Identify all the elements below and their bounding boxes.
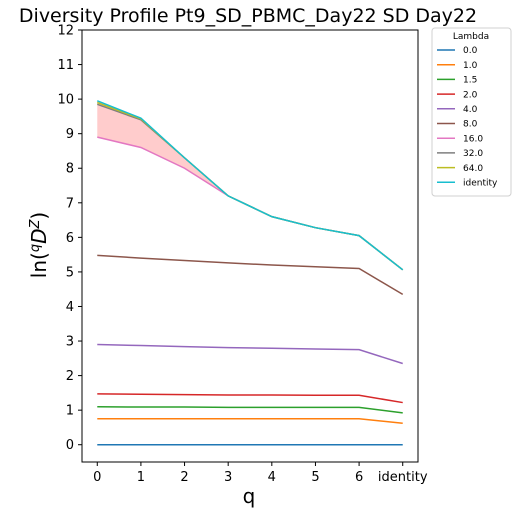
y-tick-label: 5 (66, 265, 74, 280)
y-tick-label: 6 (66, 231, 74, 246)
y-tick-label: 3 (66, 335, 74, 350)
y-tick-label: 7 (66, 196, 74, 211)
series-lines (96, 100, 404, 446)
y-tick-label: 10 (57, 93, 74, 108)
y-tick-label: 0 (66, 438, 74, 453)
x-tick-label: 0 (93, 470, 101, 485)
series-line-4 (97, 343, 403, 365)
legend-box (431, 27, 512, 197)
legend-label: 16.0 (463, 134, 483, 144)
legend-label: 32.0 (463, 149, 483, 159)
legend-label: 64.0 (463, 164, 483, 174)
series-line-1 (97, 418, 403, 425)
x-axis-ticks: 0 1 2 3 4 5 6 identity (93, 462, 428, 485)
chart-title: Diversity Profile Pt9_SD_PBMC_Day22 SD D… (19, 5, 477, 27)
legend-label: 2.0 (463, 90, 478, 100)
series-line-6 (97, 136, 404, 271)
plot-frame (81, 29, 419, 463)
y-label-suffix: ) (27, 212, 51, 220)
y-tick-label: 12 (57, 24, 74, 39)
series-line-9 (96, 100, 404, 271)
y-tick-label: 9 (66, 127, 74, 142)
x-tick-label: 6 (355, 470, 363, 485)
y-axis-label: ln(qDZ) (27, 212, 51, 278)
x-tick-label: 3 (224, 470, 232, 485)
x-axis-label: q (243, 484, 256, 508)
y-label-d: D (27, 229, 51, 244)
series-line-5 (97, 254, 404, 296)
y-label-sup-q: q (28, 244, 43, 252)
legend-label: 4.0 (463, 105, 478, 115)
legend-title: Lambda (453, 32, 489, 42)
series-line-2 (97, 405, 403, 414)
series-line-3 (97, 393, 403, 404)
legend-label: 0.0 (463, 46, 478, 56)
legend-items: 0.0 1.0 1.5 2.0 4.0 8.0 16.0 32.0 64.0 identity (437, 46, 498, 189)
legend-label: identity (463, 179, 498, 189)
y-label-prefix: ln( (27, 252, 51, 278)
x-tick-label: 1 (137, 470, 145, 485)
x-tick-label: 2 (180, 470, 188, 485)
y-tick-label: 4 (66, 300, 74, 315)
legend-label: 1.5 (463, 76, 477, 86)
y-tick-label: 8 (66, 162, 74, 177)
legend-label: 1.0 (463, 61, 478, 71)
x-tick-label: 5 (311, 470, 319, 485)
y-tick-label: 2 (66, 369, 74, 384)
legend: Lambda 0.0 1.0 1.5 2.0 4.0 8.0 16.0 32.0 64.0 ide… (431, 27, 512, 197)
x-tick-label: identity (378, 470, 428, 485)
legend-label: 8.0 (463, 120, 478, 130)
y-tick-label: 11 (57, 58, 74, 73)
y-label-sup-z: Z (28, 219, 43, 230)
fill-band (97, 100, 403, 270)
y-tick-label: 1 (66, 404, 74, 419)
x-tick-label: 4 (268, 470, 276, 485)
